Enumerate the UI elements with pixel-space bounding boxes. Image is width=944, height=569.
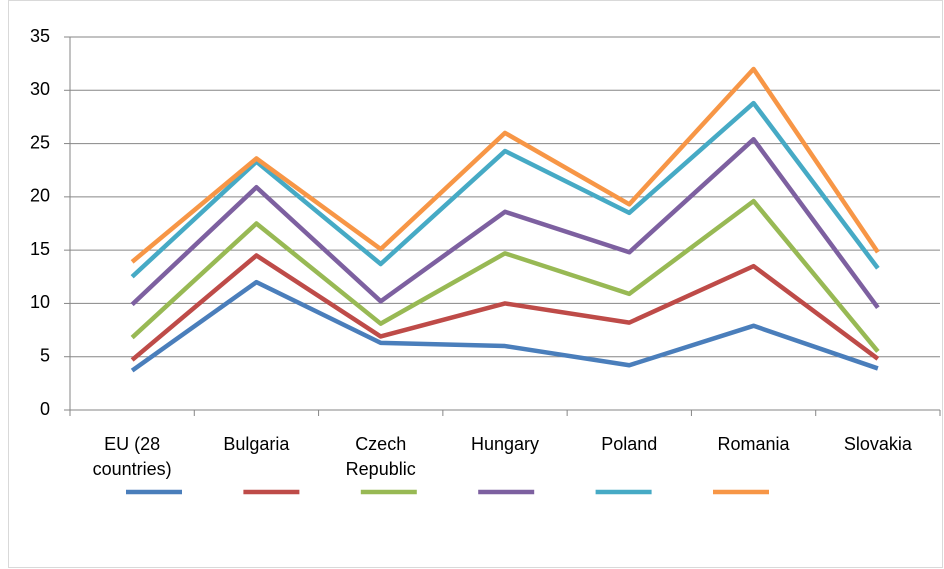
series-line	[130, 253, 880, 362]
x-tick-label: EU (28 countries)	[92, 434, 172, 479]
x-tick-label: Romania	[717, 434, 790, 454]
x-tick-label: Czech Republic	[345, 434, 416, 479]
y-tick-label: 25	[30, 132, 50, 152]
x-tick-label: Poland	[601, 434, 658, 454]
series-line	[130, 66, 880, 264]
x-tick-label: Hungary	[470, 434, 540, 454]
y-tick-label: 10	[30, 292, 50, 312]
series-line	[130, 137, 880, 310]
y-tick-label: 0	[40, 399, 50, 419]
x-tick-label: Slovakia	[843, 434, 912, 454]
series-line	[130, 100, 880, 279]
y-tick-label: 30	[30, 79, 50, 99]
series-line	[130, 279, 879, 373]
y-tick-label: 35	[30, 26, 50, 46]
chart-border	[8, 0, 943, 568]
series-line	[130, 198, 880, 353]
x-tick-label: Bulgaria	[223, 434, 290, 454]
y-tick-label: 5	[40, 345, 50, 365]
y-tick-label: 15	[30, 239, 50, 259]
y-tick-label: 20	[30, 186, 50, 206]
